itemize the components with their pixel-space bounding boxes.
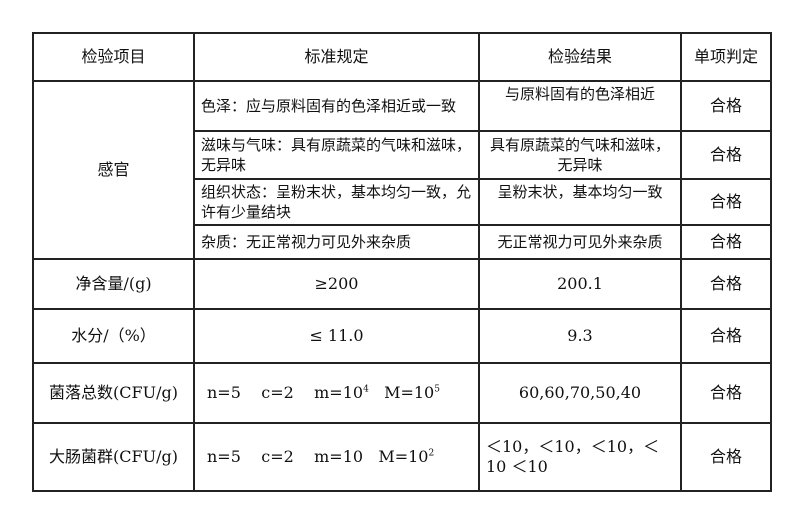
verdict-cell: 合格 bbox=[680, 362, 772, 424]
standard-cell: ≤ 11.0 bbox=[193, 308, 480, 364]
standard-cell: n=5 c=2 m=10 M=102 bbox=[193, 422, 480, 492]
n-value: n=5 bbox=[207, 447, 241, 466]
verdict-cell: 合格 bbox=[680, 130, 772, 180]
M-value: M=10 bbox=[378, 447, 429, 466]
header-result: 检验结果 bbox=[478, 32, 682, 82]
item-label: 净含量/(g) bbox=[32, 258, 195, 310]
standard-cell: n=5 c=2 m=104 M=105 bbox=[193, 362, 480, 424]
moisture-row: 水分/（%） ≤ 11.0 9.3 合格 bbox=[32, 308, 772, 364]
verdict-cell: 合格 bbox=[680, 80, 772, 132]
coliform-row: 大肠菌群(CFU/g) n=5 c=2 m=10 M=102 ＜10，＜10，＜… bbox=[32, 422, 772, 492]
result-cell: 200.1 bbox=[478, 258, 682, 310]
standard-cell: ≥200 bbox=[193, 258, 480, 310]
standard-cell: 杂质：无正常视力可见外来杂质 bbox=[193, 224, 480, 260]
c-value: c=2 bbox=[261, 383, 294, 402]
item-label: 水分/（%） bbox=[32, 308, 195, 364]
net-content-row: 净含量/(g) ≥200 200.1 合格 bbox=[32, 258, 772, 310]
result-cell: ＜10，＜10，＜10，＜10 ＜10 bbox=[478, 422, 682, 492]
m-value: m=10 bbox=[314, 447, 364, 466]
result-cell: 与原料固有的色泽相近 bbox=[478, 80, 682, 132]
sensory-label: 感官 bbox=[32, 80, 195, 260]
table-row: 感官 色泽：应与原料固有的色泽相近或一致 与原料固有的色泽相近 合格 bbox=[32, 80, 772, 260]
table-row: 组织状态：呈粉末状，基本均匀一致，允许有少量结块 呈粉末状，基本均匀一致 合格 bbox=[33, 178, 772, 226]
M-exponent: 5 bbox=[434, 384, 440, 395]
standard-cell: 色泽：应与原料固有的色泽相近或一致 bbox=[193, 80, 480, 132]
header-verdict: 单项判定 bbox=[680, 32, 772, 82]
inspection-table: 检验项目 标准规定 检验结果 单项判定 感官 色泽：应与原料固有的色泽相近或一致… bbox=[32, 32, 772, 492]
header-item: 检验项目 bbox=[32, 32, 195, 82]
standard-cell: 组织状态：呈粉末状，基本均匀一致，允许有少量结块 bbox=[193, 178, 480, 226]
table-row: 杂质：无正常视力可见外来杂质 无正常视力可见外来杂质 合格 bbox=[33, 224, 772, 260]
n-value: n=5 bbox=[207, 383, 241, 402]
table-row: 滋味与气味：具有原蔬菜的气味和滋味，无异味 具有原蔬菜的气味和滋味，无异味 合格 bbox=[33, 130, 772, 180]
header-row: 检验项目 标准规定 检验结果 单项判定 bbox=[32, 32, 772, 82]
m-exponent: 4 bbox=[363, 384, 369, 395]
M-value: M=10 bbox=[384, 383, 435, 402]
result-cell: 具有原蔬菜的气味和滋味，无异味 bbox=[478, 130, 682, 180]
verdict-cell: 合格 bbox=[680, 224, 772, 260]
c-value: c=2 bbox=[261, 447, 294, 466]
M-exponent: 2 bbox=[428, 448, 435, 459]
item-label: 菌落总数(CFU/g) bbox=[32, 362, 195, 424]
header-standard: 标准规定 bbox=[193, 32, 480, 82]
verdict-cell: 合格 bbox=[680, 258, 772, 310]
result-cell: 60,60,70,50,40 bbox=[478, 362, 682, 424]
verdict-cell: 合格 bbox=[680, 178, 772, 226]
result-cell: 9.3 bbox=[478, 308, 682, 364]
standard-cell: 滋味与气味：具有原蔬菜的气味和滋味，无异味 bbox=[193, 130, 480, 180]
result-cell: 无正常视力可见外来杂质 bbox=[478, 224, 682, 260]
result-cell: 呈粉末状，基本均匀一致 bbox=[478, 178, 682, 226]
verdict-cell: 合格 bbox=[680, 422, 772, 492]
colony-count-row: 菌落总数(CFU/g) n=5 c=2 m=104 M=105 60,60,70… bbox=[32, 362, 772, 424]
verdict-cell: 合格 bbox=[680, 308, 772, 364]
m-value: m=10 bbox=[314, 383, 364, 402]
item-label: 大肠菌群(CFU/g) bbox=[32, 422, 195, 492]
